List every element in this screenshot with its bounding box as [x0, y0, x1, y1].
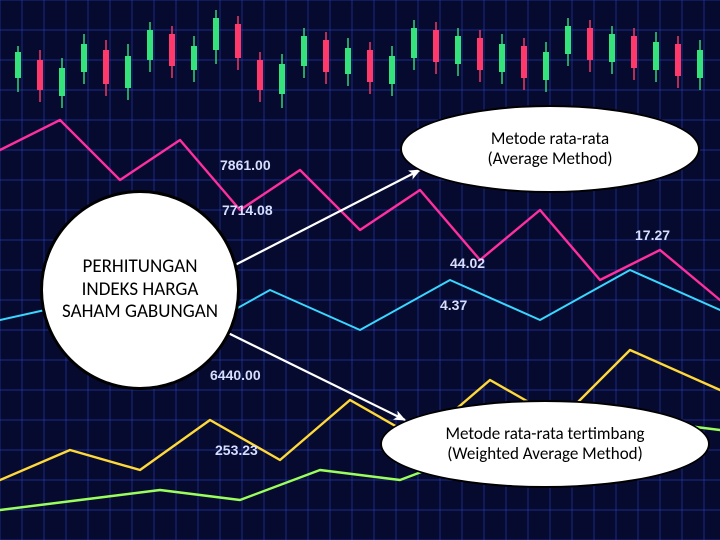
method-label-average: Metode rata-rata (Average Method) [487, 129, 612, 170]
main-topic-node: PERHITUNGAN INDEKS HARGA SAHAM GABUNGAN [40, 190, 240, 390]
svg-text:7861.00: 7861.00 [220, 157, 271, 173]
svg-text:44.02: 44.02 [450, 255, 485, 271]
slide-stage: 7861.00 7714.08 44.02 17.27 4.37 6440.00 253.2… [0, 0, 720, 540]
svg-text:4.37: 4.37 [440, 297, 467, 313]
method-node-average: Metode rata-rata (Average Method) [400, 105, 700, 193]
svg-text:253.23: 253.23 [215, 442, 258, 458]
method-node-weighted-average: Metode rata-rata tertimbang (Weighted Av… [380, 400, 710, 488]
main-topic-label: PERHITUNGAN INDEKS HARGA SAHAM GABUNGAN [53, 256, 227, 324]
svg-text:7714.08: 7714.08 [222, 202, 273, 218]
method-label-weighted-average: Metode rata-rata tertimbang (Weighted Av… [445, 424, 644, 465]
svg-text:6440.00: 6440.00 [210, 367, 261, 383]
svg-text:17.27: 17.27 [635, 227, 670, 243]
